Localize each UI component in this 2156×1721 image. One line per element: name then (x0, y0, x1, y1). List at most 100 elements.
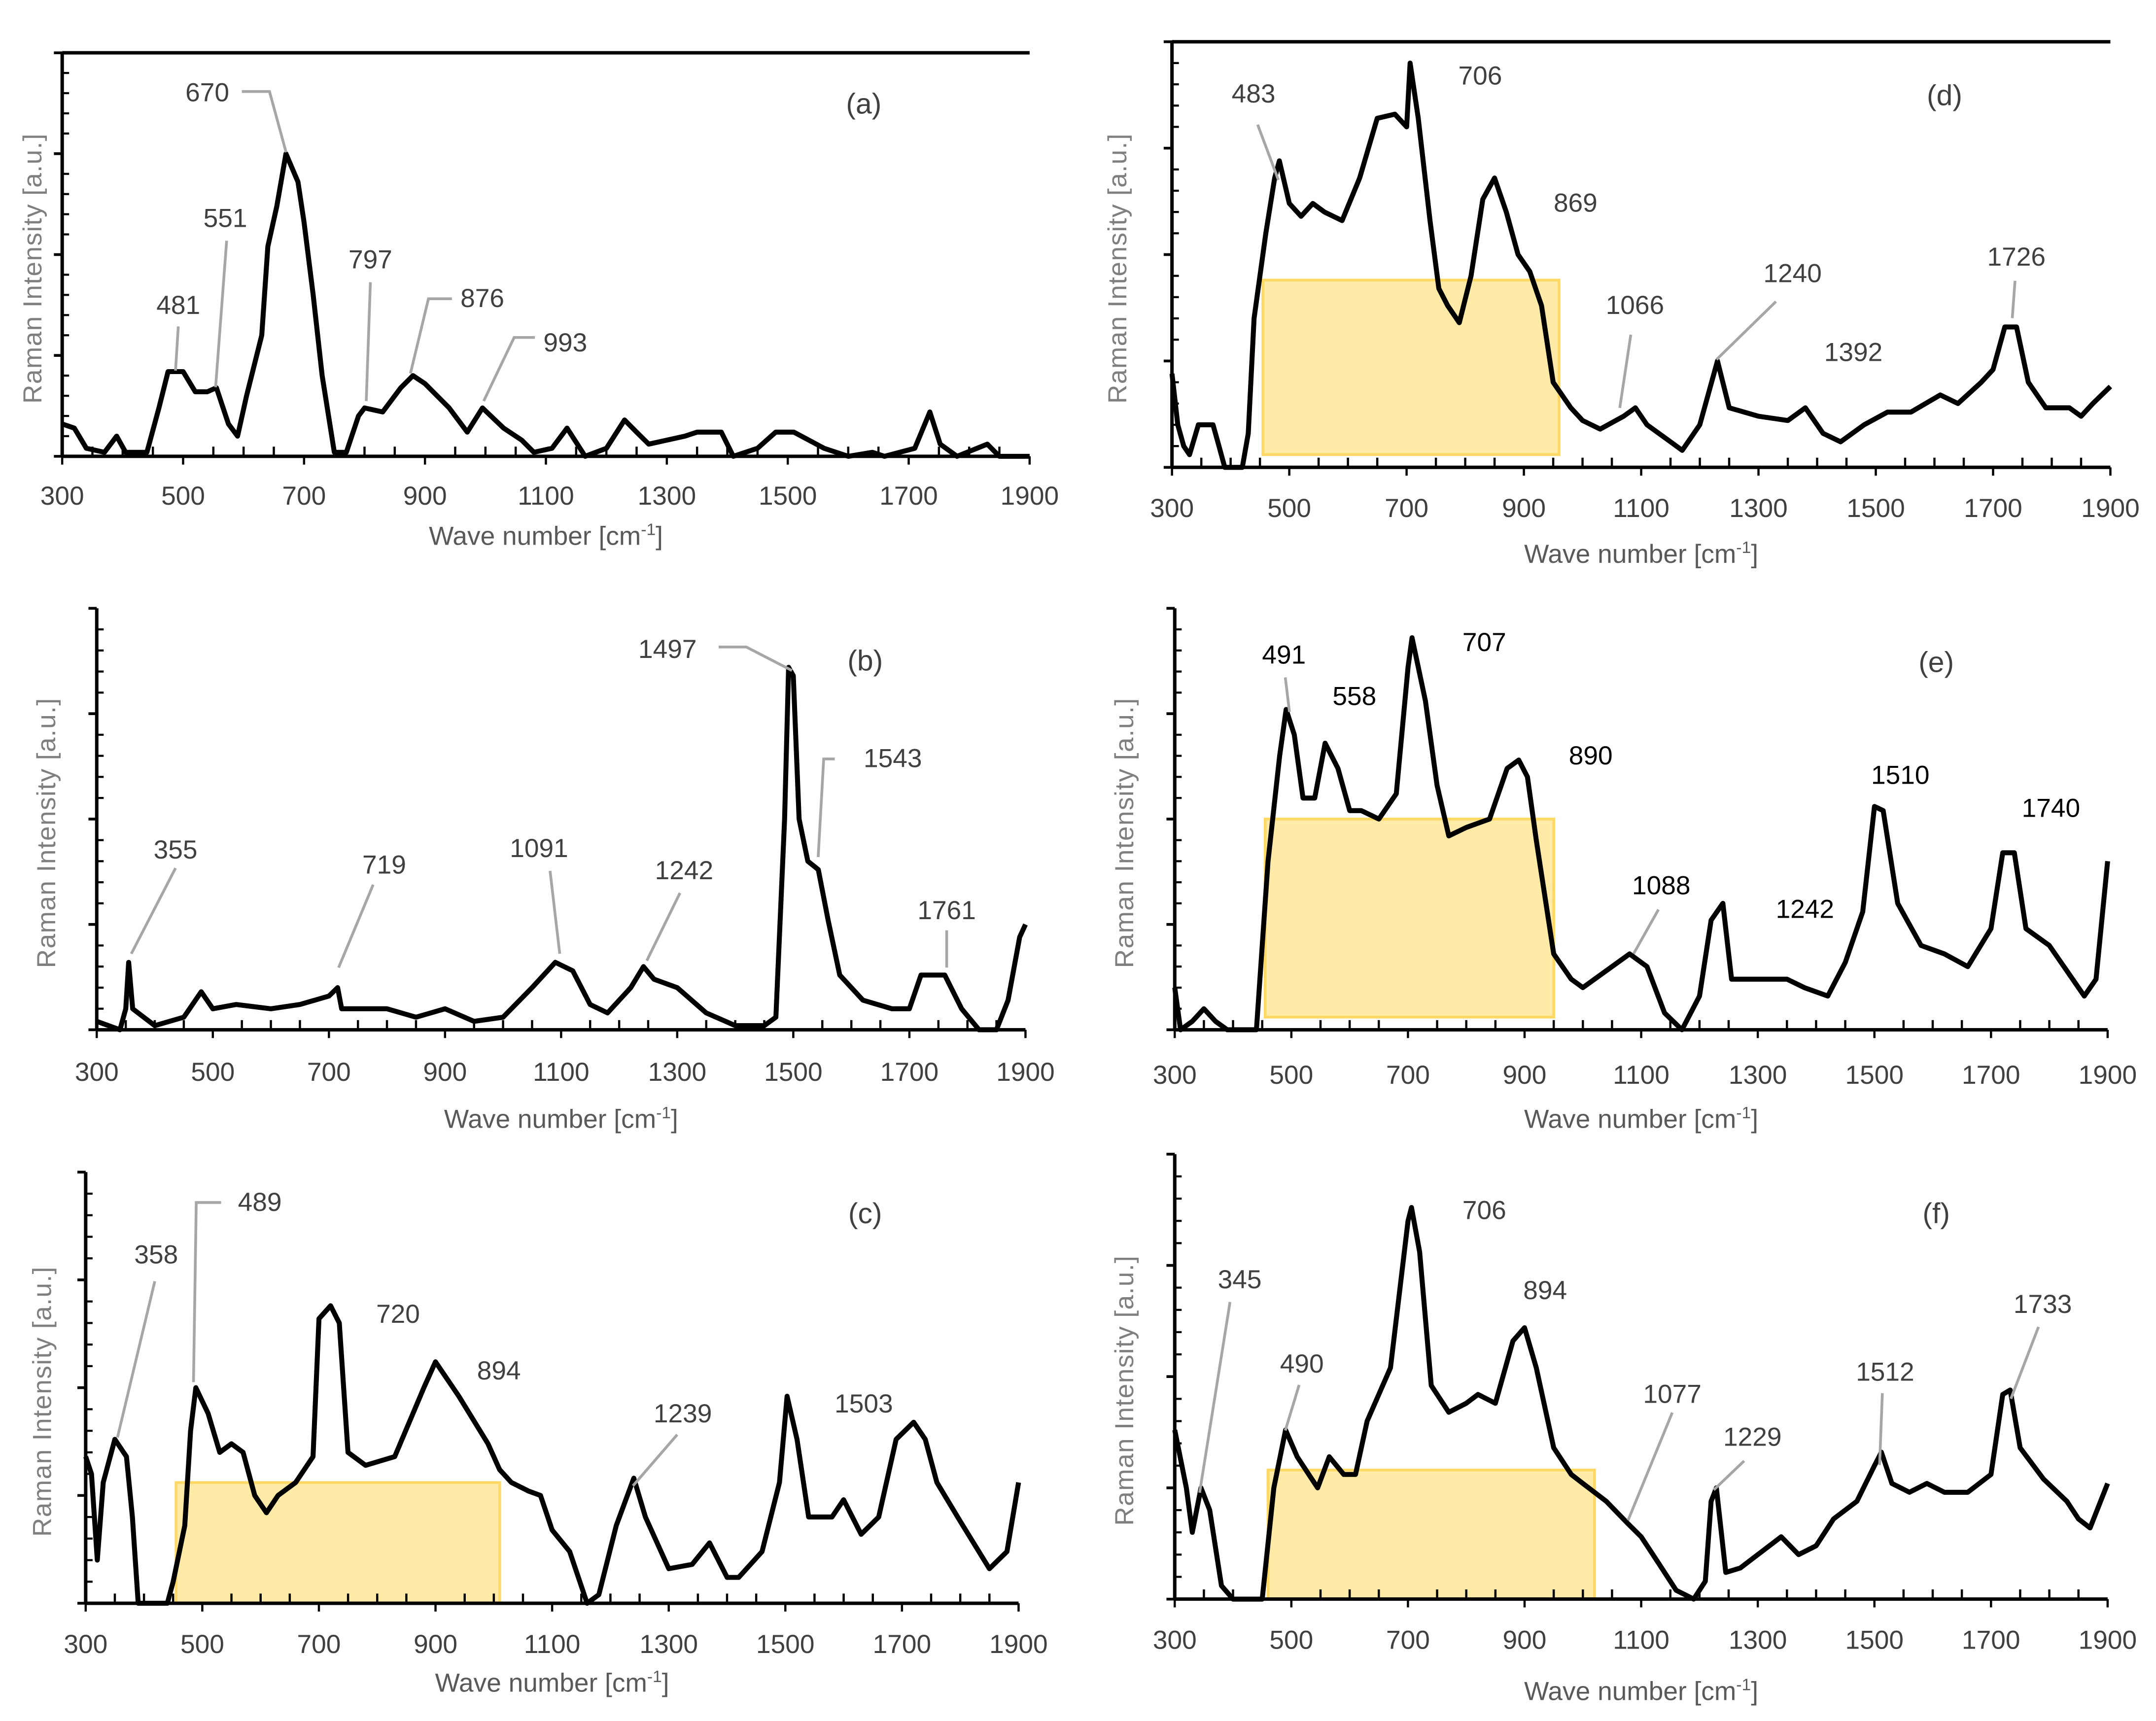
x-tick-label: 1300 (648, 1058, 707, 1087)
x-axis-title-superscript: -1 (647, 1668, 662, 1686)
x-tick-label: 1300 (1729, 1626, 1787, 1655)
x-tick-label: 300 (75, 1058, 119, 1087)
peak-leader-line (1712, 1460, 1745, 1491)
x-tick-label: 500 (1269, 1061, 1313, 1090)
peak-leader-line (1715, 300, 1777, 361)
peak-leader-line (116, 1281, 156, 1438)
x-axis-title-suffix: ] (671, 1105, 678, 1134)
peak-leader-line (817, 757, 835, 858)
peak-leader-line (337, 884, 375, 968)
peak-label: 797 (348, 245, 392, 275)
y-axis-title: Raman Intensity [a.u.] (18, 133, 47, 404)
peak-label: 1733 (2014, 1290, 2072, 1319)
x-tick-label: 700 (297, 1630, 341, 1659)
x-tick-label: 300 (1153, 1626, 1197, 1655)
peak-leader-line (719, 646, 793, 672)
peak-label: 1066 (1606, 291, 1665, 320)
x-tick-label: 1100 (1613, 494, 1669, 523)
y-axis-title: Raman Intensity [a.u.] (1110, 697, 1139, 968)
peak-label: 1242 (1776, 895, 1835, 924)
peak-label: 358 (134, 1240, 178, 1269)
x-tick-label: 700 (307, 1058, 351, 1087)
peak-label: 1240 (1763, 259, 1822, 288)
highlight-region (1261, 278, 1561, 456)
panel-label: (c) (848, 1198, 882, 1230)
x-axis-title-suffix: ] (1751, 1105, 1758, 1134)
x-tick-label: 1100 (533, 1058, 590, 1087)
x-tick-label: 1900 (2081, 494, 2140, 523)
peak-label: 1761 (917, 896, 976, 925)
x-tick-label: 900 (414, 1630, 457, 1659)
x-axis-title: Wave number [cm-1] (1524, 1676, 1758, 1706)
x-axis-title-suffix: ] (656, 521, 663, 551)
x-tick-label: 1700 (1962, 1061, 2020, 1090)
x-axis-title: Wave number [cm-1] (1524, 1104, 1758, 1134)
peak-label: 355 (154, 835, 198, 864)
x-tick-label: 500 (1269, 1626, 1313, 1655)
spectrum-line (1169, 60, 2112, 470)
x-tick-label: 900 (423, 1058, 467, 1087)
y-axis-title: Raman Intensity [a.u.] (28, 1266, 57, 1537)
peak-leader-line (365, 282, 372, 401)
peak-leader-line (1284, 1384, 1301, 1431)
x-tick-label: 1900 (1001, 482, 1059, 511)
peak-leader-line (1878, 1393, 1884, 1465)
x-tick-label: 1500 (756, 1630, 815, 1659)
panel-label: (b) (847, 645, 883, 677)
peak-leader-line (482, 336, 535, 402)
chart-panel-b: 300 500 700 900 1100 1300 1500 1700 1900 Wave num… (32, 607, 1055, 1134)
chart-panel-e: 300 500 700 900 1100 1300 1500 1700 1900 Wave num… (1110, 607, 2137, 1134)
peak-label: 720 (376, 1300, 420, 1329)
peak-label: 551 (204, 204, 247, 233)
x-axis-title-superscript: -1 (1736, 1676, 1751, 1694)
peak-label: 1512 (1856, 1358, 1914, 1387)
spectrum-line (61, 151, 1030, 459)
x-tick-label: 1500 (764, 1058, 823, 1087)
x-tick-label: 1300 (1729, 1061, 1787, 1090)
x-tick-label: 1500 (1845, 1626, 1904, 1655)
peak-label: 706 (1462, 1196, 1506, 1225)
peak-leader-line (2011, 280, 2017, 318)
peak-label: 1726 (1987, 242, 2046, 272)
peak-label: 876 (460, 284, 504, 313)
peak-label: 483 (1232, 79, 1276, 108)
x-axis-title-text: Wave number [cm (435, 1669, 647, 1698)
peak-label: 1242 (655, 856, 714, 885)
peak-label: 1229 (1723, 1422, 1782, 1451)
x-tick-label: 1900 (989, 1630, 1048, 1659)
x-tick-label: 300 (1153, 1061, 1197, 1090)
peak-label: 869 (1554, 189, 1598, 218)
highlight-region (174, 1481, 501, 1605)
peak-leader-line (549, 870, 561, 954)
peak-label: 1510 (1871, 760, 1930, 790)
x-tick-label: 1700 (880, 1058, 939, 1087)
peak-label: 1740 (2022, 794, 2081, 823)
x-tick-label: 1500 (1846, 494, 1905, 523)
x-tick-label: 1700 (1962, 1626, 2020, 1655)
peak-leader-line (174, 326, 180, 371)
peak-label: 1091 (510, 834, 568, 863)
x-tick-label: 1100 (524, 1630, 581, 1659)
x-tick-label: 900 (1503, 1626, 1547, 1655)
x-tick-label: 700 (1386, 1061, 1430, 1090)
peak-label: 345 (1218, 1265, 1262, 1294)
x-tick-label: 900 (1503, 1061, 1547, 1090)
chart-panel-a: 300 500 700 900 1100 1300 1500 1700 1900 Wave num… (18, 51, 1059, 551)
spectrum-line (1172, 1205, 2110, 1602)
peak-label: 1543 (864, 744, 922, 773)
x-tick-label: 500 (161, 482, 205, 511)
peak-leader-line (192, 1201, 221, 1382)
peak-label: 491 (1262, 640, 1306, 669)
x-axis-title: Wave number [cm-1] (429, 521, 663, 551)
peak-label: 706 (1458, 62, 1502, 91)
peak-leader-line (1198, 1302, 1232, 1493)
x-tick-label: 1900 (2079, 1061, 2137, 1090)
highlight-region (1266, 1469, 1596, 1601)
x-axis-title: Wave number [cm-1] (435, 1668, 669, 1698)
panel-label: (e) (1918, 646, 1954, 678)
x-tick-label: 1700 (1964, 494, 2022, 523)
x-tick-label: 1300 (1729, 494, 1788, 523)
x-axis-title-text: Wave number [cm (1524, 540, 1736, 569)
peak-leader-line (2009, 1326, 2040, 1400)
x-tick-label: 300 (40, 482, 84, 511)
